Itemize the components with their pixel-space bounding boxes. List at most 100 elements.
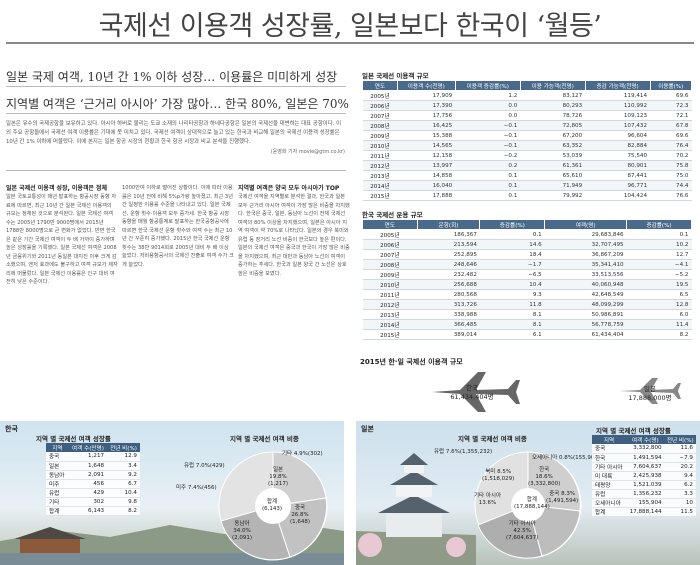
pie-label: 일본 19.8% (1,217) bbox=[268, 467, 289, 487]
table-cell: 36,867,209 bbox=[544, 249, 627, 260]
pie-label: 기타 아시아 42.5% (7,604,637) bbox=[506, 521, 539, 541]
table-cell: 10 bbox=[664, 498, 696, 508]
table-cell: 8.2 bbox=[626, 329, 692, 340]
table-cell: −4.1 bbox=[626, 259, 692, 270]
table-row: 태평양 1,521,039 6.2 bbox=[592, 480, 696, 490]
japan-region-table: 지역 여객 수(명) 전년 비(%) 중국 3,332,800 11.6 한국 1,491,… bbox=[592, 435, 696, 517]
table-cell: 2,425,938 bbox=[626, 471, 665, 481]
table-cell: −0.1 bbox=[455, 120, 521, 131]
table-cell: −0.1 bbox=[455, 140, 521, 151]
japan-pie-title: 지역 별 국제선 여객 비중 bbox=[458, 435, 527, 443]
pie-label: 북미 8.5% (1,518,029) bbox=[482, 469, 515, 482]
body-column-3: 지역별 여객은 양국 모두 아시아가 TOP 국제선 여객을 지역별로 분석한 … bbox=[238, 184, 350, 410]
table-cell: 213,594 bbox=[417, 239, 480, 250]
subhead-2: 지역별 여객은 ‘근거리 아시아’ 가장 많아… 한국 80%, 일본은 70% bbox=[6, 97, 349, 111]
subhead-divider bbox=[6, 113, 346, 114]
table-cell: 1,356,232 bbox=[626, 489, 665, 499]
table-row: 합계 17,888,144 11.5 bbox=[592, 507, 696, 517]
table-cell: 313,726 bbox=[417, 299, 480, 310]
japan-passenger-table: 연도 이용객 수(천명) 이용객 증감률(%) 이용 가능객(천명) 증감 가능객(천명… bbox=[362, 80, 693, 201]
table-cell: 2014년 bbox=[362, 180, 398, 191]
table-cell: 79,992 bbox=[520, 190, 586, 201]
table-cell: 69.6 bbox=[650, 130, 692, 141]
table-cell: 미 대륙 bbox=[592, 471, 627, 481]
table-cell: 186,367 bbox=[417, 229, 480, 240]
table-cell: 0.1 bbox=[455, 170, 521, 181]
table-cell: 56,778,759 bbox=[544, 319, 627, 330]
table-cell: 동남아 bbox=[46, 470, 69, 480]
table-row: 유럽 429 10.4 bbox=[46, 488, 140, 498]
table-cell: 1.2 bbox=[455, 90, 521, 101]
table-cell: −0.1 bbox=[455, 130, 521, 141]
table-header-cell: 이용률(%) bbox=[649, 80, 693, 91]
table-row: 2012년 13,997 0.2 61,361 80,901 75.8 bbox=[362, 160, 692, 171]
table-cell: 16,040 bbox=[397, 180, 456, 191]
table-cell: 2013년 bbox=[362, 170, 398, 181]
table-row: 2009년 15,388 −0.1 67,200 96,604 69.6 bbox=[362, 130, 692, 141]
korea-table-title: 한국 국제선 운용 규모 bbox=[362, 211, 423, 219]
table-cell: 29,683,846 bbox=[544, 229, 627, 240]
table-row: 동남아 2,091 9.2 bbox=[46, 470, 140, 480]
table-row: 유럽 1,356,232 3.3 bbox=[592, 489, 696, 499]
subhead-divider bbox=[6, 86, 346, 87]
body-column-heading: 지역별 여객은 양국 모두 아시아가 TOP bbox=[238, 185, 340, 192]
table-row: 기타 302 9.8 bbox=[46, 497, 140, 507]
table-cell: 75,540 bbox=[585, 150, 651, 161]
table-row: 2012년 313,726 11.8 48,099,299 12.8 bbox=[362, 299, 692, 310]
table-cell: 17,888 bbox=[397, 190, 456, 201]
table-cell: 6.1 bbox=[479, 329, 545, 340]
table-cell: 2008년 bbox=[362, 120, 398, 131]
table-cell: 70.2 bbox=[650, 150, 692, 161]
table-cell: 17,390 bbox=[397, 100, 456, 111]
korea-value: 61,434,404명 bbox=[450, 393, 494, 401]
table-row: 2006년 17,390 0.0 80,293 110,992 72.3 bbox=[362, 100, 692, 111]
table-cell: 12.8 bbox=[626, 299, 692, 310]
table-cell: 252,895 bbox=[417, 249, 480, 260]
table-cell: 2013년 bbox=[362, 309, 418, 320]
table-cell: 6.5 bbox=[626, 289, 692, 300]
table-cell: 75.8 bbox=[650, 160, 692, 171]
table-cell: 1,521,039 bbox=[626, 480, 665, 490]
headline-rule bbox=[6, 42, 694, 44]
table-header-cell: 이용객 수(천명) bbox=[396, 80, 456, 91]
table-cell: 9.8 bbox=[107, 497, 140, 507]
table-cell: 17,909 bbox=[397, 90, 456, 101]
table-cell: 96,771 bbox=[585, 180, 651, 191]
korea-operation-table: 연도 운항(회) 증감률(%) 여객(명) 증감률(%) 2005년 186,367 0.1… bbox=[362, 219, 692, 340]
japan-value: 17,888,000명 bbox=[628, 394, 672, 402]
table-cell: 2015년 bbox=[362, 329, 418, 340]
table-cell: 2005년 bbox=[362, 90, 398, 101]
pie-center-label: 합계 (17,888,144) bbox=[514, 497, 550, 510]
table-cell: 67,200 bbox=[520, 130, 586, 141]
table-cell: 82,884 bbox=[585, 140, 651, 151]
airplane-icon bbox=[620, 378, 681, 404]
table-cell: 1,217 bbox=[68, 452, 108, 462]
pie-label: 기타 4.9%(302) bbox=[282, 451, 323, 457]
table-row: 2011년 12,158 −0.2 53,039 75,540 70.2 bbox=[362, 150, 692, 161]
table-cell: 110,992 bbox=[585, 100, 651, 111]
table-header-cell: 증감률(%) bbox=[479, 219, 546, 230]
table-cell: −5.2 bbox=[626, 269, 692, 280]
lead-paragraph: 일본은 유수의 국제공항을 보유하고 있다. 아시아 하버로 불리는 도쿄 소재… bbox=[6, 121, 342, 145]
table-cell: 11.4 bbox=[626, 319, 692, 330]
korea-region-pie bbox=[218, 451, 328, 561]
table-cell: 72.3 bbox=[650, 100, 692, 111]
japan-panel: 일본 지역 별 국제선 여객 비중 유럽 7.6%(1,355,232) 오세아… bbox=[356, 421, 700, 565]
table-cell: 9.3 bbox=[479, 289, 545, 300]
pie-label: 기타 아시아 13.6% bbox=[474, 493, 502, 506]
table-cell: 61,361 bbox=[520, 160, 586, 171]
table-header-cell: 여객 수(명) bbox=[626, 435, 665, 444]
table-cell: 3,332,800 bbox=[626, 444, 665, 454]
table-cell: 2015년 bbox=[362, 190, 398, 201]
table-cell: 14,565 bbox=[397, 140, 456, 151]
table-cell: −7.9 bbox=[664, 453, 696, 463]
byline: (윤영화 기자 movie@gtm.co.kr) bbox=[270, 149, 345, 155]
table-row: 2008년 248,646 −1.7 35,341,410 −4.1 bbox=[362, 259, 692, 270]
table-cell: 67.8 bbox=[650, 120, 692, 131]
table-cell: −6.5 bbox=[479, 269, 545, 280]
table-cell: 8.1 bbox=[479, 309, 545, 320]
table-cell: 0.1 bbox=[626, 229, 692, 240]
table-cell: 256,688 bbox=[417, 279, 480, 290]
table-cell: 유럽 bbox=[46, 488, 69, 498]
table-cell: 16,425 bbox=[397, 120, 456, 131]
